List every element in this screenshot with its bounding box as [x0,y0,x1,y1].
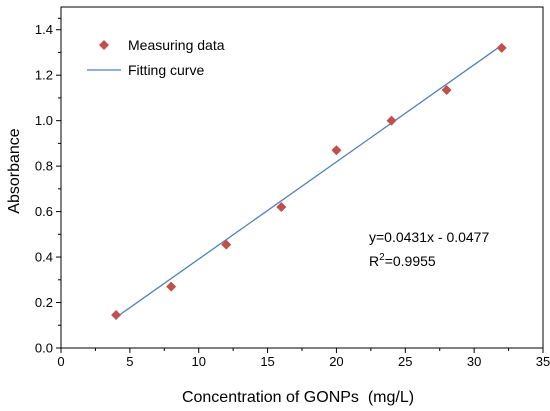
legend-label-fitting-curve: Fitting curve [128,62,204,78]
data-point [441,84,452,95]
y-tick-label: 0.6 [35,204,53,219]
data-point [166,281,177,292]
data-point [331,145,342,156]
r-squared-value: =0.9955 [385,253,436,269]
fitting-curve-line [115,44,503,318]
y-tick-label: 1.4 [35,22,53,37]
plot-area [60,6,544,349]
y-tick-label: 0.0 [35,341,53,356]
plot-frame [60,6,544,349]
fit-equation: y=0.0431x - 0.0477 [369,229,489,245]
fitting-curve [115,44,503,318]
data-point [386,115,397,126]
y-tick-label: 0.8 [35,159,53,174]
legend-label-measuring-data: Measuring data [128,37,225,53]
x-tick-label: 30 [467,354,481,369]
r-squared: R2=0.9955 [369,252,436,269]
r-squared-exponent: 2 [379,252,385,263]
legend: Measuring data Fitting curve [87,37,225,78]
x-tick-label: 25 [398,354,412,369]
data-point [221,239,232,250]
x-tick-label: 35 [536,354,550,369]
x-tick-label: 20 [329,354,343,369]
y-tick-label: 1.0 [35,113,53,128]
y-tick-label: 1.2 [35,68,53,83]
x-tick-label: 10 [191,354,205,369]
x-axis-title: Concentration of GONPs (mg/L) [182,389,414,406]
y-axis-title: Absorbance [6,128,23,213]
y-tick-label: 0.4 [35,250,53,265]
x-tick-label: 15 [260,354,274,369]
x-tick-label: 0 [57,354,64,369]
y-tick-label: 0.2 [35,295,53,310]
x-tick-label: 5 [126,354,133,369]
data-point [276,202,287,213]
r-squared-label: R [369,253,379,269]
axis-ticks: 0 5 10 15 20 25 30 35 0.0 0.2 0.4 0.6 0.8 1.0 1.2 1.4 [35,17,550,369]
legend-marker-measuring-data [99,40,109,50]
data-point [111,310,122,321]
data-point [496,42,507,53]
data-points [111,42,507,321]
